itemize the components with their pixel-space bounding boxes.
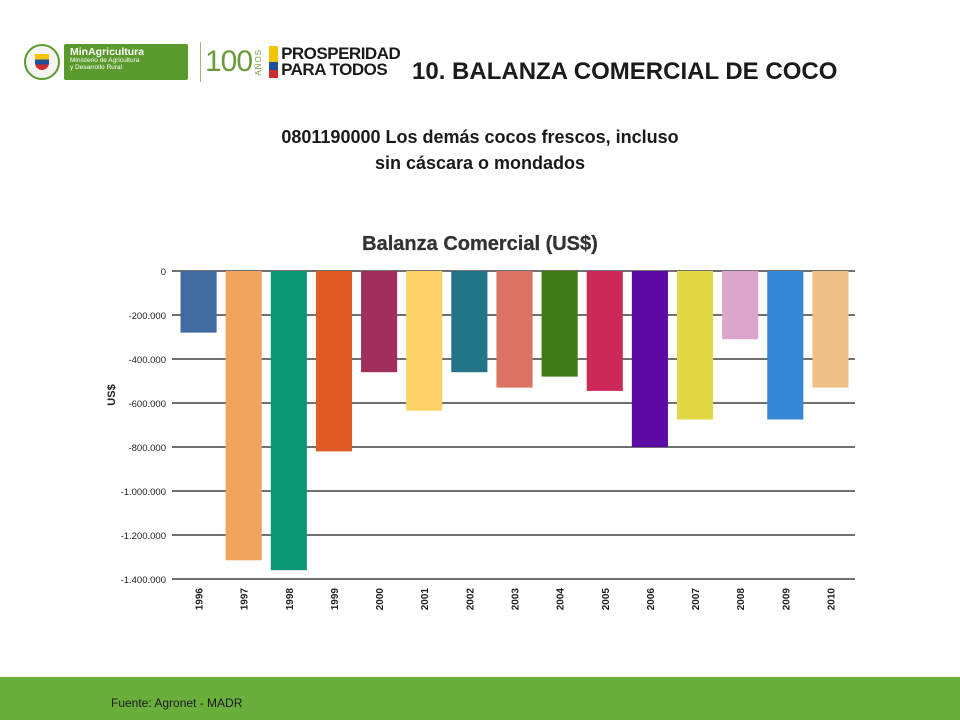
x-tick-label: 2010 — [826, 588, 837, 611]
y-tick-label: 0 — [161, 267, 166, 278]
x-tick-label: 2009 — [781, 588, 792, 611]
bar-2004 — [541, 271, 578, 377]
slide-header: MinAgricultura Ministerio de Agricultura… — [0, 0, 960, 110]
centenary-number: 100 — [205, 45, 253, 78]
y-tick-label: -200.000 — [128, 311, 166, 322]
centenary-logo: 100 AÑOS — [205, 45, 263, 79]
logo-group: MinAgricultura Ministerio de Agricultura… — [24, 40, 401, 84]
coat-of-arms-icon — [24, 44, 60, 80]
y-tick-label: -1.400.000 — [121, 575, 166, 586]
x-tick-label: 2005 — [601, 588, 612, 611]
y-tick-label: -1.000.000 — [121, 487, 166, 498]
bar-2003 — [496, 271, 533, 388]
source-note: Fuente: Agronet - MADR — [111, 696, 243, 710]
bar-1999 — [315, 271, 353, 452]
x-tick-label: 2001 — [420, 588, 431, 611]
bar-2008 — [722, 271, 759, 340]
ministry-name: MinAgricultura — [70, 46, 145, 58]
y-tick-label: -400.000 — [128, 355, 166, 366]
x-tick-label: 2000 — [375, 588, 386, 611]
bar-2002 — [451, 271, 488, 373]
y-axis-label: US$ — [106, 384, 118, 405]
bar-2007 — [676, 271, 714, 420]
bar-2006 — [631, 271, 668, 447]
prosperity-logo: PROSPERIDAD PARA TODOS — [269, 43, 401, 79]
chart-title: Balanza Comercial (US$) — [362, 233, 598, 255]
x-tick-label: 2004 — [556, 588, 567, 611]
bar-layer — [180, 271, 849, 571]
ministry-subtitle-1: Ministerio de Agricultura — [70, 57, 140, 65]
y-tick-labels: 0 -200.000 -400.000 -600.000 -800.000 -1.000.… — [121, 267, 166, 586]
bar-1997 — [225, 271, 262, 561]
y-tick-label: -1.200.000 — [121, 531, 166, 542]
bar-1996 — [180, 271, 217, 333]
flag-icon — [269, 46, 279, 78]
y-tick-label: -800.000 — [128, 443, 166, 454]
x-tick-label: 1999 — [330, 588, 341, 611]
bar-2000 — [361, 271, 398, 373]
y-tick-label: -600.000 — [128, 399, 166, 410]
bar-2009 — [767, 271, 804, 420]
x-tick-label: 1996 — [195, 588, 206, 611]
subtitle-line-2: sin cáscara o mondados — [374, 153, 586, 173]
subtitle-line-1: 0801190000 Los demás cocos frescos, incl… — [281, 127, 679, 147]
bar-2010 — [812, 271, 849, 388]
x-tick-label: 2007 — [691, 588, 702, 611]
trade-balance-chart: Balanza Comercial (US$) US$ 0 -200.000 -40… — [106, 233, 855, 611]
x-tick-labels: 1996 1997 1998 1999 2000 2001 2002 2003 2004 2005… — [195, 588, 838, 611]
bar-1998 — [270, 271, 307, 571]
prosperity-line-2: PARA TODOS — [281, 60, 388, 79]
x-tick-label: 2006 — [646, 588, 657, 611]
product-subtitle: 0801190000 Los demás cocos frescos, incl… — [230, 124, 730, 176]
logo-divider — [200, 42, 201, 82]
ministry-subtitle-2: y Desarrollo Rural — [70, 63, 123, 71]
x-tick-label: 1997 — [240, 588, 251, 611]
prosperity-line-1: PROSPERIDAD — [281, 43, 401, 63]
x-tick-label: 1998 — [285, 588, 296, 611]
footer-bar: Fuente: Agronet - MADR — [0, 677, 960, 720]
slide-title: 10. BALANZA COMERCIAL DE COCO — [412, 58, 838, 85]
bar-2001 — [406, 271, 443, 411]
bar-2005 — [586, 271, 623, 391]
x-tick-label: 2002 — [465, 588, 476, 611]
x-tick-label: 2003 — [511, 588, 522, 611]
ministry-logo: MinAgricultura Ministerio de Agricultura… — [64, 44, 188, 80]
x-tick-label: 2008 — [736, 588, 747, 611]
